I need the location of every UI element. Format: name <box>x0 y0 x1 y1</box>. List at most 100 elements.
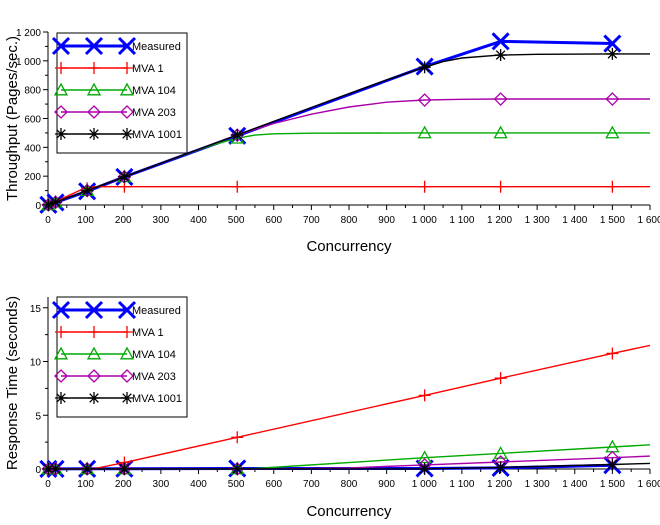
x-tick-label: 200 <box>115 215 132 226</box>
series-mva-1 <box>42 180 650 211</box>
legend-marker <box>88 326 100 338</box>
data-point <box>494 49 507 62</box>
x-tick-label: 1 300 <box>525 215 550 226</box>
data-point <box>417 125 432 139</box>
data-point <box>42 462 55 475</box>
data-point <box>418 180 431 193</box>
x-tick-label: 600 <box>265 479 282 490</box>
legend-marker <box>119 346 135 360</box>
x-tick-label: 1 100 <box>449 215 474 226</box>
legend-marker <box>55 128 67 140</box>
data-point <box>491 32 510 51</box>
data-point <box>494 372 507 385</box>
legend-marker <box>53 346 69 360</box>
throughput-chart: 0 100 200 300 400 500 600 700 800 900 1 000 1 100 1 … <box>4 28 660 255</box>
x-tick-label: 400 <box>190 479 207 490</box>
y-tick-label: 1 200 <box>16 28 41 39</box>
legend-marker <box>55 62 67 74</box>
x-tick-label: 500 <box>228 479 245 490</box>
y-tick-label: 15 <box>30 304 42 315</box>
y-tick-label: 800 <box>24 86 41 97</box>
data-point <box>49 462 62 475</box>
legend-label: MVA 203 <box>132 107 176 119</box>
data-point <box>606 347 619 360</box>
data-point <box>494 180 507 193</box>
legend-marker <box>55 392 67 404</box>
legend-marker <box>120 105 134 119</box>
data-point <box>494 461 507 474</box>
data-point <box>418 389 431 402</box>
legend-marker <box>55 326 67 338</box>
data-point <box>605 92 620 106</box>
x-tick-label: 900 <box>378 479 395 490</box>
legend-marker <box>87 105 101 119</box>
x-tick-label: 500 <box>228 215 245 226</box>
legend-marker <box>84 36 104 56</box>
legend-marker <box>51 300 71 320</box>
response-time-chart: 0 100 200 300 400 500 600 700 800 900 1 000 1 100 1 … <box>4 296 660 520</box>
series-mva-1001 <box>42 47 650 211</box>
legend-marker <box>117 300 137 320</box>
data-point <box>231 128 244 141</box>
data-point <box>606 47 619 60</box>
legend-label: MVA 1 <box>132 63 164 75</box>
legend-marker <box>51 36 71 56</box>
legend-marker <box>54 369 68 383</box>
series-line <box>47 53 650 206</box>
data-point <box>605 125 620 139</box>
x-axis-label: Concurrency <box>306 238 392 255</box>
x-tick-label: 300 <box>153 479 170 490</box>
data-point <box>42 198 55 211</box>
legend-marker <box>53 82 69 96</box>
data-point <box>493 446 508 459</box>
data-point <box>81 462 94 475</box>
x-tick-label: 1 600 <box>637 479 660 490</box>
x-tick-label: 600 <box>265 215 282 226</box>
legend-label: MVA 1 <box>132 327 164 339</box>
legend-label: MVA 104 <box>132 349 176 361</box>
legend-marker <box>88 128 100 140</box>
x-tick-label: 1 200 <box>487 479 512 490</box>
x-tick-label: 100 <box>77 215 94 226</box>
y-axis-label: Response Time (seconds) <box>4 296 21 470</box>
data-point <box>418 61 431 74</box>
series-mva-1001 <box>42 458 651 475</box>
y-axis-label: Throughput (Pages/sec.) <box>4 36 21 201</box>
x-tick-label: 900 <box>378 215 395 226</box>
x-tick-label: 400 <box>190 215 207 226</box>
legend-label: Measured <box>132 41 181 53</box>
legend-marker <box>121 62 133 74</box>
x-tick-label: 0 <box>45 215 51 226</box>
legend-label: Measured <box>132 305 181 317</box>
y-tick-label: 0 <box>35 465 41 476</box>
data-point <box>81 184 94 197</box>
x-tick-label: 300 <box>153 215 170 226</box>
legend-marker <box>117 36 137 56</box>
data-point <box>231 462 244 475</box>
x-tick-label: 700 <box>303 215 320 226</box>
x-tick-label: 1 600 <box>637 215 660 226</box>
legend: Measured MVA 1 MVA 104 MVA 203 MVA 1001 <box>51 32 188 154</box>
data-point <box>603 34 622 53</box>
y-tick-label: 200 <box>24 172 41 183</box>
y-tick-label: 5 <box>35 411 41 422</box>
x-tick-label: 1 500 <box>600 215 625 226</box>
x-tick-label: 1 500 <box>600 479 625 490</box>
legend-label: MVA 203 <box>132 371 176 383</box>
x-tick-label: 1 300 <box>525 479 550 490</box>
data-point <box>231 180 244 193</box>
x-tick-label: 200 <box>115 479 132 490</box>
legend-marker <box>84 300 104 320</box>
x-tick-label: 1 000 <box>412 479 437 490</box>
data-point <box>231 431 244 444</box>
legend-label: MVA 1001 <box>132 393 182 405</box>
legend-label: MVA 1001 <box>132 129 182 141</box>
legend-marker <box>87 369 101 383</box>
x-tick-label: 800 <box>341 479 358 490</box>
x-tick-label: 800 <box>341 215 358 226</box>
legend-marker <box>120 369 134 383</box>
legend-marker <box>121 326 133 338</box>
y-tick-label: 0 <box>35 201 41 212</box>
legend-marker <box>121 128 133 140</box>
legend-marker <box>121 392 133 404</box>
